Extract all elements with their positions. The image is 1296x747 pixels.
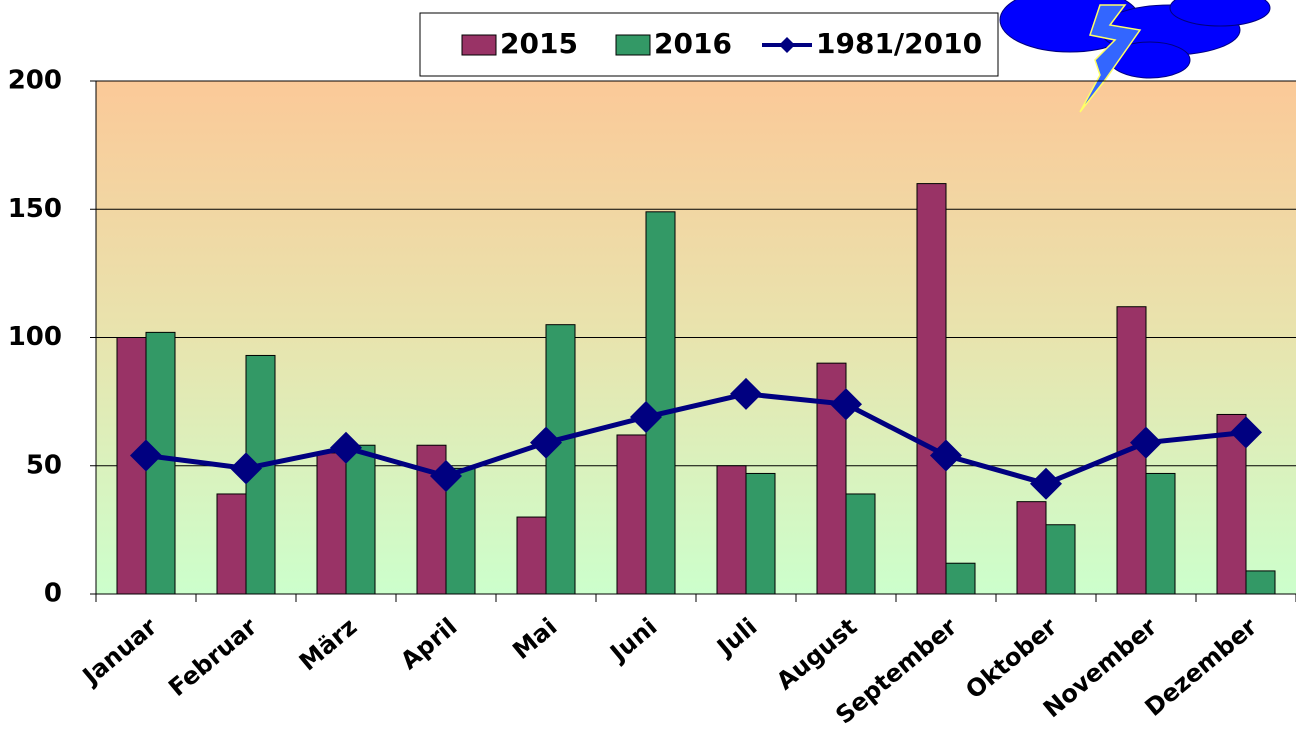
- line-marker: [630, 401, 662, 434]
- legend-box: [419, 12, 999, 77]
- x-tick-label: August: [771, 613, 862, 696]
- line-marker: [730, 377, 762, 410]
- legend-marker: [779, 37, 795, 53]
- x-tick-label: Mai: [507, 613, 562, 666]
- line-marker: [530, 426, 562, 459]
- x-tick-label: Januar: [76, 612, 163, 691]
- y-tick-label: 200: [8, 66, 62, 96]
- bar: [445, 467, 476, 595]
- bar: [945, 562, 976, 595]
- x-tick-label: Februar: [163, 612, 262, 702]
- cloud: [999, 0, 1271, 113]
- legend-swatch: [615, 34, 651, 56]
- bar: [616, 434, 647, 595]
- line-marker: [1030, 467, 1062, 500]
- line-marker: [1130, 426, 1162, 459]
- legend-swatch: [461, 34, 497, 56]
- bar: [216, 493, 247, 595]
- x-tick-label: Juli: [710, 613, 762, 663]
- line-marker: [130, 439, 162, 472]
- line-marker: [1230, 416, 1262, 449]
- bar: [1245, 570, 1276, 595]
- line: [145, 391, 1247, 487]
- legend-label: 2016: [654, 27, 732, 60]
- line-marker: [330, 431, 362, 464]
- bar: [745, 472, 776, 595]
- bar: [1145, 472, 1176, 595]
- x-tick-label: Juni: [604, 613, 663, 669]
- x-tick-label: April: [395, 613, 462, 676]
- bar: [916, 183, 947, 595]
- bar: [716, 465, 747, 595]
- x-tick-label: Oktober: [960, 612, 1062, 704]
- bar: [1045, 524, 1076, 595]
- y-tick-label: 50: [26, 450, 62, 480]
- bar: [345, 444, 376, 595]
- bar: [1216, 413, 1247, 595]
- line-marker: [930, 439, 962, 472]
- bar: [545, 324, 576, 595]
- bar: [845, 493, 876, 595]
- line-marker: [830, 388, 862, 421]
- y-tick-label: 0: [44, 579, 62, 609]
- y-tick-label: 100: [8, 322, 62, 352]
- legend: 2015 2016 1981/2010: [419, 12, 999, 77]
- legend-label: 1981/2010: [816, 27, 982, 60]
- x-tick-label: März: [294, 613, 362, 677]
- bar: [1016, 501, 1047, 595]
- line-marker: [230, 452, 262, 485]
- legend-label: 2015: [500, 27, 578, 60]
- bar: [516, 516, 547, 595]
- bar: [645, 211, 676, 595]
- bar: [316, 452, 347, 595]
- line-marker: [430, 460, 462, 493]
- y-tick-label: 150: [8, 194, 62, 224]
